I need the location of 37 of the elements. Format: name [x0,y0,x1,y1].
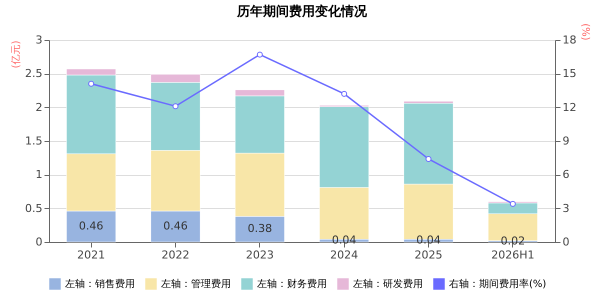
y-tick-label: 2 [36,100,42,114]
x-tick-label: 2024 [330,248,358,262]
x-tick-label: 2022 [162,248,190,262]
y2-tick-label: 3 [562,202,570,215]
y2-tick-label: 15 [562,67,576,80]
point [88,80,94,87]
x-tick-label: 2026H1 [491,248,534,262]
point [426,156,432,162]
y2-tick-label: 0 [562,236,570,248]
legend-label: 右轴：期间费用率(%) [449,278,546,290]
y-tick-label: 3 [36,34,42,46]
legend-label: 左轴：财务费用 [257,278,327,290]
legend-label: 左轴：管理费用 [161,278,231,290]
y2-tick-label: 18 [562,34,576,46]
y-tick-label: 1 [36,168,42,182]
legend-label: 左轴：销售费用 [65,278,135,290]
y-axis-title: (亿元) [11,40,22,68]
y-tick-label: 0 [36,236,42,248]
legend-label: 左轴：研发费用 [353,278,423,290]
y-tick-label: 0.5 [25,202,42,215]
chart-title: 历年期间费用变化情况 [236,4,368,20]
point [172,103,178,110]
y-tick-label: 2.5 [25,67,42,80]
data-label: 0.38 [248,222,272,236]
x-tick-label: 2025 [414,248,442,262]
x-tick-label: 2021 [77,248,106,262]
point [341,90,348,97]
y2-axis-title: (%) [579,23,590,41]
data-label: 0.46 [78,220,104,233]
y2-tick-label: 12 [562,100,576,114]
x-tick-label: 2023 [246,248,274,262]
y2-tick-label: 9 [562,134,570,148]
data-label: 0.46 [163,220,188,233]
y-tick-label: 1.5 [25,134,42,148]
point [256,52,263,58]
point [510,200,516,207]
y2-tick-label: 6 [562,168,570,182]
